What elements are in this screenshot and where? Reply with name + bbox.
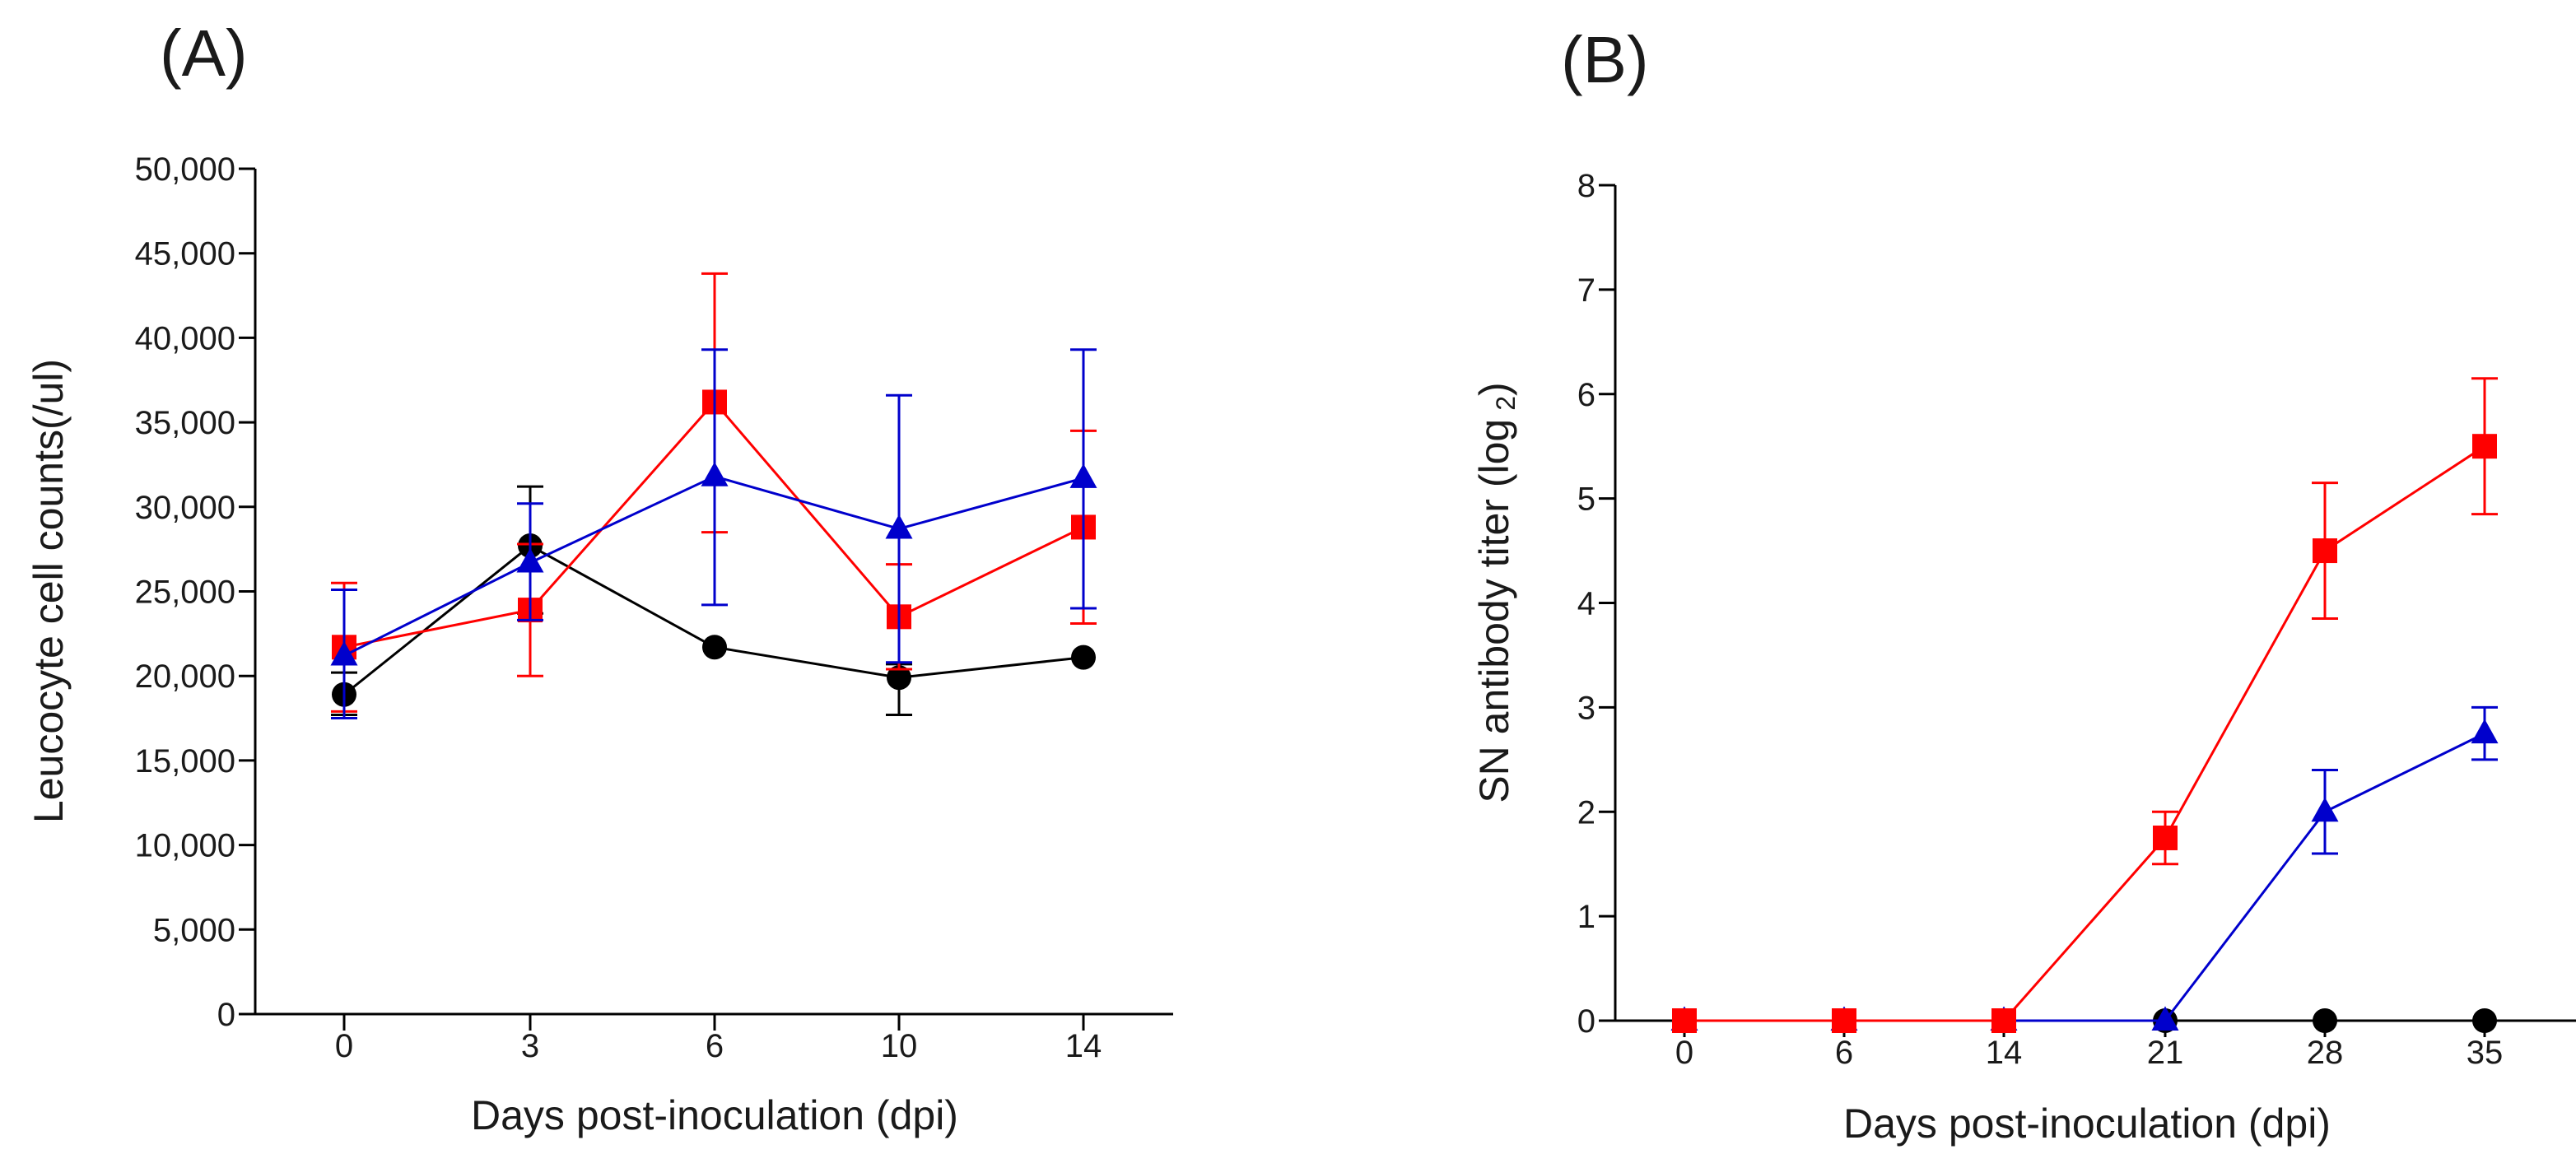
- b-point-square: [1991, 1008, 2016, 1033]
- a-y-tick-label: 0: [217, 997, 235, 1033]
- b-point-square: [2472, 434, 2497, 459]
- b-x-tick-label: 35: [2467, 1035, 2504, 1071]
- panel-b-y-axis-title-subscript: 2: [1491, 396, 1521, 411]
- a-point-triangle: [330, 640, 358, 666]
- b-point-circle: [2313, 1008, 2337, 1033]
- a-x-tick-label: 6: [706, 1028, 724, 1064]
- b-y-tick-label: 1: [1577, 899, 1595, 935]
- panel-b-x-axis-title: Days post-inoculation (dpi): [1843, 1101, 2331, 1147]
- b-point-square: [2313, 538, 2337, 564]
- a-point-triangle: [885, 514, 913, 539]
- b-y-tick-label: 5: [1577, 482, 1595, 518]
- b-x-tick-label: 14: [1986, 1035, 2023, 1071]
- a-y-tick-label: 5,000: [153, 912, 235, 948]
- b-point-circle: [2472, 1008, 2497, 1033]
- a-y-tick-label: 30,000: [135, 490, 235, 526]
- panel-a-series: [330, 272, 1097, 720]
- panel-a-label: (A): [160, 16, 248, 90]
- a-y-tick-label: 45,000: [135, 236, 235, 272]
- b-point-triangle: [2311, 797, 2339, 822]
- b-y-tick-label: 0: [1577, 1003, 1595, 1040]
- a-y-tick-label: 10,000: [135, 828, 235, 864]
- panel-a-y-ticks: 0 5,000 10,000 15,000 20,000 25,000 30,000 35,0…: [135, 151, 255, 1033]
- b-point-square: [2153, 825, 2178, 850]
- panel-b-y-ticks: 0 1 2 3 4 5 6 7 8: [1577, 168, 1615, 1040]
- panel-a: (A) 0 5,000 10,000 15,000 20,000 25,000 30,000…: [26, 16, 1173, 1138]
- panel-b-x-ticks: 0 6 14 21 28 35: [1675, 1021, 2503, 1071]
- a-y-tick-label: 50,000: [135, 151, 235, 188]
- a-y-tick-label: 25,000: [135, 575, 235, 611]
- b-y-tick-label: 3: [1577, 690, 1595, 726]
- panel-b-y-axis-title-close: ): [1471, 382, 1517, 396]
- b-point-square: [1672, 1008, 1697, 1033]
- a-point-circle: [1071, 644, 1096, 670]
- a-y-tick-label: 35,000: [135, 405, 235, 441]
- panel-b-y-axis-title: SN antibody titer (log 2): [1471, 382, 1521, 803]
- panel-a-x-ticks: 0 3 6 10 14: [335, 1014, 1102, 1064]
- a-y-tick-label: 20,000: [135, 658, 235, 695]
- b-y-tick-label: 8: [1577, 168, 1595, 204]
- panel-b-y-axis-title-main: SN antibody titer (log: [1471, 419, 1517, 803]
- b-series-square: [1672, 377, 2498, 1033]
- a-point-triangle: [1069, 463, 1097, 488]
- b-point-triangle: [2151, 1006, 2179, 1031]
- b-series-line: [1684, 732, 2485, 1022]
- b-x-tick-label: 28: [2307, 1035, 2344, 1071]
- b-point-square: [1832, 1008, 1856, 1033]
- panel-b-series: [1670, 377, 2499, 1033]
- b-x-tick-label: 6: [1835, 1035, 1853, 1071]
- b-y-tick-label: 6: [1577, 377, 1595, 413]
- a-x-tick-label: 10: [881, 1028, 918, 1064]
- panel-a-y-axis-title: Leucocyte cell counts(/ul): [26, 359, 72, 823]
- panel-a-x-axis-title: Days post-inoculation (dpi): [471, 1092, 958, 1138]
- a-point-triangle: [701, 462, 729, 486]
- a-point-circle: [887, 665, 911, 691]
- a-point-circle: [702, 635, 727, 660]
- a-x-tick-label: 3: [521, 1028, 539, 1064]
- a-point-triangle: [516, 547, 544, 573]
- b-y-tick-label: 7: [1577, 272, 1595, 309]
- a-x-tick-label: 0: [335, 1028, 353, 1064]
- b-y-tick-label: 2: [1577, 794, 1595, 831]
- a-x-tick-label: 14: [1065, 1028, 1102, 1064]
- b-x-tick-label: 21: [2147, 1035, 2184, 1071]
- b-series-triangle: [1670, 705, 2499, 1031]
- a-y-tick-label: 40,000: [135, 320, 235, 356]
- b-series-line: [1684, 444, 2485, 1022]
- b-point-triangle: [2471, 719, 2499, 744]
- panel-b: (B) 0 1 2 3 4 5 6 7 8 0 6 14 21 28 35 Days post-inocu…: [1471, 23, 2576, 1147]
- b-x-tick-label: 0: [1675, 1035, 1693, 1071]
- b-y-tick-label: 4: [1577, 586, 1595, 622]
- a-y-tick-label: 15,000: [135, 743, 235, 779]
- panel-b-label: (B): [1561, 23, 1649, 96]
- a-series-triangle: [330, 348, 1097, 720]
